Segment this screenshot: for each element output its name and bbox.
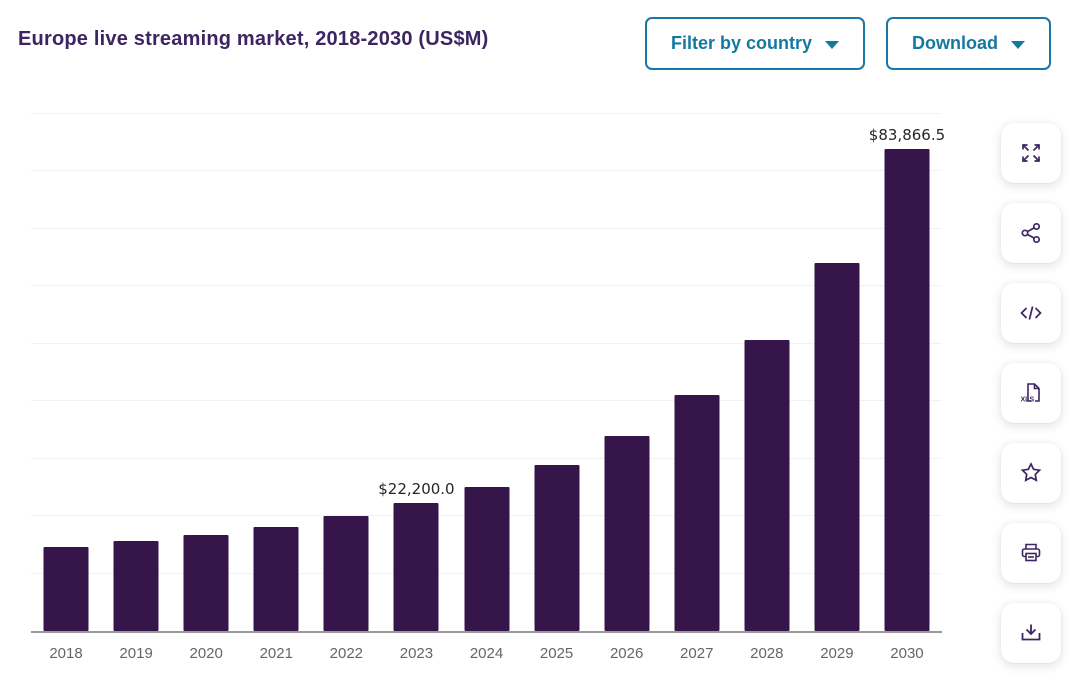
- bar-2020[interactable]: [183, 534, 229, 631]
- bar-column: [241, 114, 311, 631]
- x-axis-label-2029: 2029: [820, 645, 854, 662]
- x-axis-label-2026: 2026: [609, 645, 644, 662]
- bar-column: [101, 114, 171, 631]
- gridline: [31, 285, 942, 287]
- svg-text:XLS: XLS: [1021, 397, 1035, 404]
- bar-column: [802, 114, 872, 631]
- header-buttons: Filter by country Download: [644, 17, 1051, 70]
- expand-icon: [1018, 140, 1044, 166]
- bar-column: [171, 114, 241, 631]
- bar-column: [662, 114, 732, 631]
- x-axis-label-2028: 2028: [750, 645, 784, 662]
- download-image-button[interactable]: [1001, 603, 1061, 663]
- x-axis-label-2019: 2019: [119, 645, 153, 662]
- share-icon: [1018, 220, 1044, 246]
- x-axis-label-2025: 2025: [539, 645, 574, 662]
- bar-column: [311, 114, 381, 631]
- x-axis-label-2018: 2018: [49, 645, 83, 662]
- gridline: [31, 170, 942, 172]
- bar-2029[interactable]: [814, 262, 860, 631]
- download-xls-button[interactable]: XLS: [1001, 363, 1061, 423]
- bar-2018[interactable]: [43, 546, 89, 631]
- bar-chart-plot-area: $22,200.0 $83,866.5: [31, 113, 945, 633]
- bar-column: $83,866.5: [869, 114, 945, 631]
- gridline: [31, 227, 942, 229]
- code-icon: [1018, 300, 1044, 326]
- download-button[interactable]: Download: [886, 17, 1051, 70]
- gridline: [31, 342, 942, 344]
- x-axis-label-2027: 2027: [680, 645, 714, 662]
- share-button[interactable]: [1001, 203, 1061, 263]
- bar-2019[interactable]: [113, 540, 159, 631]
- filter-by-country-button[interactable]: Filter by country: [644, 17, 865, 70]
- x-axis-label-2020: 2020: [189, 645, 223, 662]
- chevron-down-icon: [1011, 41, 1025, 49]
- x-axis-label-2030: 2030: [890, 645, 924, 662]
- gridline: [31, 457, 942, 459]
- gridline: [31, 400, 942, 402]
- bar-column: [451, 114, 521, 631]
- bar-2028[interactable]: [744, 340, 790, 631]
- chart-toolbar: XLS: [1001, 123, 1061, 663]
- xls-file-icon: XLS: [1018, 380, 1044, 406]
- x-axis-label-2024: 2024: [469, 645, 504, 662]
- x-axis-label-2023: 2023: [399, 645, 434, 662]
- download-label: Download: [912, 33, 998, 53]
- embed-code-button[interactable]: [1001, 283, 1061, 343]
- bar-column: [522, 114, 592, 631]
- print-button[interactable]: [1001, 523, 1061, 583]
- bar-2021[interactable]: [253, 527, 299, 631]
- bar-column: $22,200.0: [378, 114, 455, 631]
- bar-2026[interactable]: [604, 435, 650, 631]
- bar-column: [31, 114, 101, 631]
- fullscreen-button[interactable]: [1001, 123, 1061, 183]
- download-icon: [1018, 620, 1044, 646]
- favorite-button[interactable]: [1001, 443, 1061, 503]
- star-icon: [1018, 460, 1044, 486]
- printer-icon: [1018, 540, 1044, 566]
- page-title: Europe live streaming market, 2018-2030 …: [18, 28, 489, 50]
- bar-2027[interactable]: [674, 394, 720, 631]
- data-label-2023: $22,200.0: [378, 480, 455, 499]
- bar-column: [592, 114, 662, 631]
- bar-column: [732, 114, 802, 631]
- x-axis: 2018 2019 2020 2021 2022 2023 2024 2025 2026 2027…: [31, 645, 942, 662]
- gridline: [31, 113, 942, 114]
- bar-2025[interactable]: [534, 465, 580, 631]
- x-axis-label-2021: 2021: [259, 645, 293, 662]
- filter-by-country-label: Filter by country: [670, 33, 812, 53]
- x-axis-label-2022: 2022: [329, 645, 364, 662]
- bar-2024[interactable]: [464, 486, 509, 631]
- bar-2022[interactable]: [323, 515, 369, 631]
- data-label-2030: $83,866.5: [868, 126, 946, 145]
- chevron-down-icon: [825, 41, 839, 49]
- bar-2030[interactable]: $83,866.5: [869, 126, 945, 631]
- bar-2023[interactable]: $22,200.0: [378, 480, 455, 631]
